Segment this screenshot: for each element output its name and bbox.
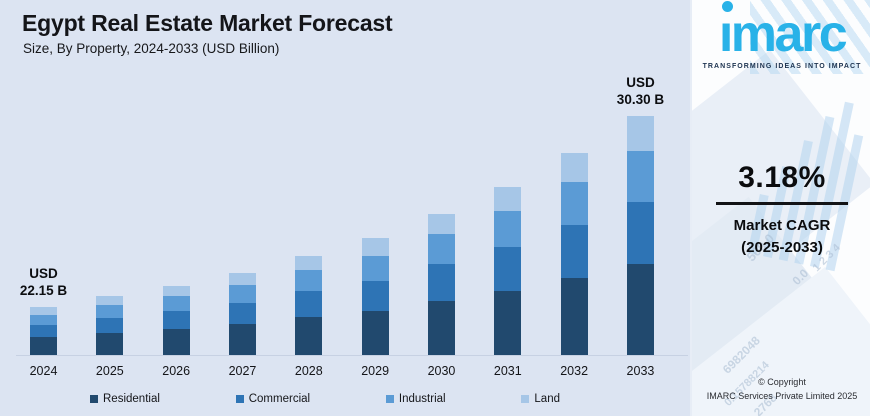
bar-2031-land-segment	[494, 187, 522, 211]
bar-2027-commercial-segment	[228, 303, 256, 324]
bar-2029-residential-segment	[361, 311, 389, 355]
x-axis-line	[16, 355, 688, 356]
bar-2032: 2032	[560, 153, 588, 378]
bar-2025-land-segment	[96, 296, 124, 305]
bar-2031-residential-segment	[494, 291, 522, 355]
bar-2028-commercial-segment	[295, 291, 323, 317]
bar-2025: 2025	[96, 296, 124, 378]
bar-2032-residential-segment	[560, 278, 588, 355]
bar-2032-commercial-segment	[560, 225, 588, 278]
x-tick-2026: 2026	[162, 364, 191, 378]
imarc-tagline: TRANSFORMING IDEAS INTO IMPACT	[702, 63, 862, 70]
legend-item-commercial: Commercial	[235, 393, 311, 405]
legend-label-residential: Residential	[103, 393, 160, 405]
bar-2033: USD 30.30 B 2033	[617, 75, 664, 378]
x-tick-2029: 2029	[361, 364, 390, 378]
x-tick-2025: 2025	[95, 364, 124, 378]
chart-subtitle: Size, By Property, 2024-2033 (USD Billio…	[23, 41, 280, 56]
bar-2027-residential-segment	[228, 324, 256, 355]
cagr-block: 3.18% Market CAGR (2025-2033)	[692, 161, 870, 259]
bar-2024-commercial-segment	[30, 325, 57, 337]
legend-item-residential: Residential	[90, 393, 160, 405]
bar-2032-land-segment	[560, 153, 588, 182]
bar-2024-residential-segment	[30, 337, 57, 355]
cagr-divider	[716, 202, 848, 205]
bar-2030-commercial-segment	[427, 264, 455, 301]
bar-2030-residential-segment	[427, 301, 455, 355]
chart-title: Egypt Real Estate Market Forecast	[22, 10, 393, 36]
bar-2030-industrial-segment	[427, 234, 455, 264]
legend-item-industrial: Industrial	[385, 393, 446, 405]
legend-label-industrial: Industrial	[398, 393, 446, 405]
bar-2025-residential-segment	[96, 333, 124, 355]
bar-2033-commercial-segment	[626, 202, 654, 264]
bar-2033-residential-segment	[626, 264, 654, 355]
bar-2029-industrial-segment	[361, 256, 389, 281]
bar-2031: 2031	[494, 187, 522, 378]
bar-2026: 2026	[162, 286, 190, 378]
x-tick-2032: 2032	[560, 364, 589, 378]
bar-2029-land-segment	[361, 238, 389, 256]
bar-2031-industrial-segment	[494, 211, 522, 247]
legend-label-land: Land	[534, 393, 560, 405]
bar-2026-industrial-segment	[162, 296, 190, 311]
imarc-logo: ımarc TRANSFORMING IDEAS INTO IMPACT	[692, 1, 870, 70]
legend-swatch-commercial	[235, 395, 244, 403]
bar-2033-land-segment	[626, 116, 654, 151]
cagr-label-line1: Market CAGR	[733, 217, 831, 234]
bar-2030: 2030	[427, 214, 455, 378]
bar-2024-industrial-segment	[30, 315, 57, 325]
legend-item-land: Land	[521, 393, 560, 405]
bar-2027: 2027	[228, 273, 256, 378]
brand-panel: 500.0 0.0 1 2 3 4 6982048 0.15788214 2768 ıma…	[690, 0, 870, 416]
bar-2028-residential-segment	[295, 317, 323, 355]
bar-2024-land-segment	[30, 307, 57, 315]
bar-2026-residential-segment	[162, 329, 190, 355]
copyright-line2: IMARC Services Private Limited 2025	[706, 390, 858, 401]
bar-2027-industrial-segment	[228, 285, 256, 303]
bar-2031-commercial-segment	[494, 247, 522, 291]
x-tick-2024: 2024	[29, 364, 58, 378]
legend-swatch-residential	[90, 395, 98, 403]
bar-2027-land-segment	[228, 273, 256, 285]
cagr-label-line2: (2025-2033)	[741, 238, 823, 256]
copyright-notice: © Copyright IMARC Services Private Limit…	[692, 376, 870, 403]
bar-2033-industrial-segment	[626, 151, 654, 202]
bar-2030-land-segment	[427, 214, 455, 234]
bar-2024: USD 22.15 B 2024	[20, 266, 67, 378]
bar-2032-industrial-segment	[560, 182, 588, 225]
x-tick-2030: 2030	[427, 364, 456, 378]
bar-2026-commercial-segment	[162, 311, 190, 329]
copyright-line1: © Copyright	[758, 377, 806, 387]
panel-decoration-stripes	[750, 0, 870, 74]
bar-2028-land-segment	[295, 256, 323, 270]
imarc-logo-text: ımarc	[718, 5, 848, 63]
legend-swatch-industrial	[385, 395, 394, 403]
x-tick-2033: 2033	[626, 364, 655, 378]
chart-legend: Residential Commercial Industrial Land	[90, 393, 560, 405]
imarc-logo-dot-icon	[721, 1, 733, 12]
x-tick-2027: 2027	[228, 364, 257, 378]
annotation-2033: USD 30.30 B	[616, 75, 665, 108]
legend-swatch-land	[521, 395, 530, 403]
bar-2029-commercial-segment	[361, 281, 389, 311]
legend-label-commercial: Commercial	[248, 393, 311, 405]
bar-2026-land-segment	[162, 286, 190, 296]
bar-2025-commercial-segment	[96, 318, 124, 333]
stacked-bars: USD 22.15 B 2024 2025 2026 2027 2028 2029 2030 20…	[20, 75, 664, 378]
bar-2029: 2029	[361, 238, 389, 378]
cagr-value: 3.18%	[738, 161, 826, 194]
bar-2025-industrial-segment	[96, 305, 124, 318]
chart-area: Egypt Real Estate Market Forecast Size, …	[0, 0, 690, 416]
x-tick-2028: 2028	[294, 364, 323, 378]
x-tick-2031: 2031	[493, 364, 522, 378]
bar-2028: 2028	[295, 256, 323, 378]
bar-2028-industrial-segment	[295, 270, 323, 291]
annotation-2024: USD 22.15 B	[19, 266, 68, 299]
